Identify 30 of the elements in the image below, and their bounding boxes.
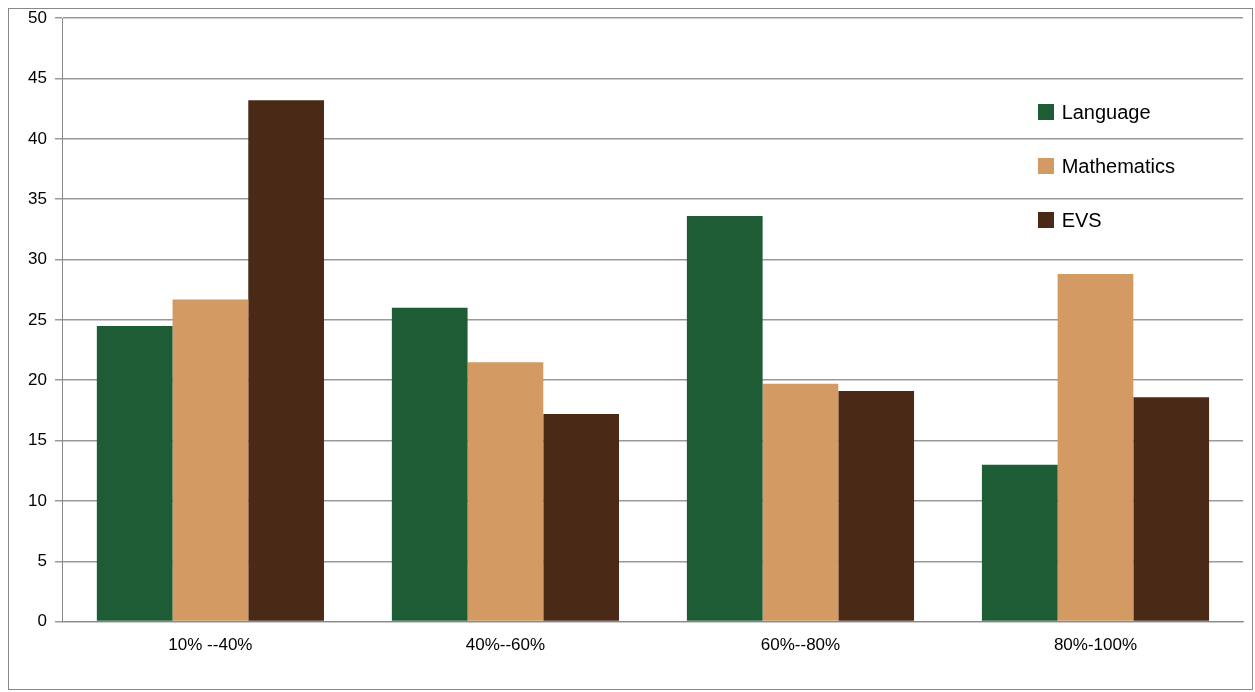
bar: [1133, 397, 1210, 621]
y-tick-label: 45: [27, 68, 47, 88]
x-tick-label: 40%--60%: [465, 635, 546, 655]
y-tick-label: 30: [27, 249, 47, 269]
y-tick-label: 0: [37, 611, 47, 631]
bar: [838, 391, 915, 621]
y-tick-label: 40: [27, 128, 47, 148]
bar: [467, 362, 544, 621]
bar: [248, 100, 324, 621]
x-tick-label: 60%--80%: [760, 635, 841, 655]
legend-label: Mathematics: [1061, 154, 1175, 178]
bar: [686, 216, 763, 621]
y-tick-label: 5: [37, 550, 47, 570]
legend-label: EVS: [1061, 208, 1102, 232]
bar: [1057, 274, 1134, 621]
bar: [172, 299, 249, 621]
y-tick-label: 20: [27, 369, 47, 389]
bar: [391, 307, 468, 621]
legend-label: Language: [1061, 100, 1151, 124]
y-tick-label: 15: [27, 430, 47, 450]
bar: [762, 383, 839, 621]
y-tick-label: 50: [27, 7, 47, 27]
x-tick-label: 10% --40%: [168, 635, 253, 655]
bar: [543, 414, 620, 621]
y-tick-label: 10: [27, 490, 47, 510]
x-tick-label: 80%-100%: [1053, 635, 1138, 655]
bar: [96, 325, 173, 621]
bar: [981, 464, 1058, 621]
y-tick-label: 25: [27, 309, 47, 329]
y-tick-label: 35: [27, 188, 47, 208]
